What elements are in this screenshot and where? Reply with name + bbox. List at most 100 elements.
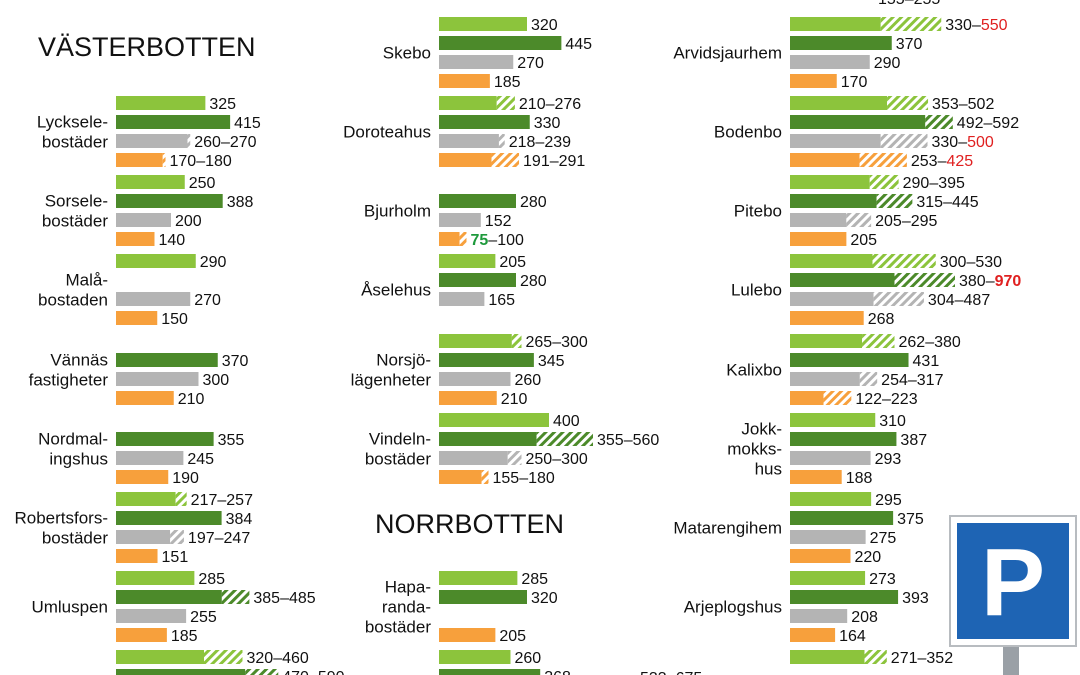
value-label: 384 — [226, 511, 253, 528]
company-name-line: fastigheter — [29, 371, 109, 390]
bar-series-4 — [439, 470, 482, 484]
bar-series-1 — [439, 334, 512, 348]
value-label: 253–425 — [911, 153, 973, 170]
bar-range-series-1 — [864, 650, 887, 664]
value-label: 393 — [902, 590, 929, 607]
bar-series-3 — [116, 609, 187, 623]
bar-series-3 — [790, 451, 871, 465]
company-name-line: Åselehus — [361, 281, 431, 300]
value-label: 205 — [499, 628, 526, 645]
company-vindelnbostader: Vindeln-bostäder 400 355–560 250–300 155–180 — [365, 413, 659, 487]
value-label: 170–180 — [170, 153, 232, 170]
parking-sign: P — [949, 515, 1077, 675]
partial-value-label: 533–675 — [640, 670, 702, 675]
company-lyckselebostader: Lycksele-bostäder 325 415 260–270 170–180 — [37, 96, 261, 170]
bar-range-series-3 — [846, 213, 872, 227]
bar-series-4 — [439, 74, 490, 88]
value-label: 151 — [162, 549, 189, 566]
value-label: 208 — [851, 609, 878, 626]
bar-range-series-1 — [880, 17, 942, 31]
bar-series-1 — [439, 650, 511, 664]
company-name-line: bostäder — [365, 618, 431, 637]
bar-series-1 — [790, 175, 870, 189]
bar-range-series-1 — [175, 492, 187, 506]
value-label: 304–487 — [928, 292, 990, 309]
bar-range-series-3 — [859, 372, 878, 386]
value-label: 218–239 — [509, 134, 571, 151]
value-label: 380–970 — [959, 273, 1021, 290]
company-skebo: Skebo 320 445 270 185 — [383, 17, 592, 91]
bar-series-2 — [439, 590, 527, 604]
value-label: 370 — [896, 36, 923, 53]
bar-series-1 — [116, 254, 196, 268]
value-label: 260–270 — [194, 134, 256, 151]
bar-range-series-4 — [459, 232, 467, 246]
value-label: 330 — [534, 115, 561, 132]
value-label: 250–300 — [526, 451, 588, 468]
company-kalixbo: Kalixbo 262–380 431 254–317 122–223 — [726, 334, 961, 408]
company-name-line: Vindeln- — [369, 430, 431, 449]
value-label: 353–502 — [932, 96, 994, 113]
bar-range-series-4 — [859, 153, 907, 167]
value-label: 270 — [517, 55, 544, 72]
value-label: 210 — [501, 391, 528, 408]
value-label: 205 — [850, 232, 877, 249]
bar-series-2 — [439, 194, 516, 208]
bar-range-series-4 — [823, 391, 852, 405]
bar-series-2 — [116, 590, 222, 604]
company-lulebo: Lulebo 300–530 380–970 304–487 268 — [731, 254, 1021, 328]
bar-series-2 — [116, 194, 223, 208]
bar-series-3 — [116, 213, 171, 227]
bar-range-series-1 — [862, 334, 895, 348]
company-malabostaden: Malå-bostaden 290 270 150 — [38, 254, 227, 328]
bar-series-2 — [116, 511, 222, 525]
value-label: 271–352 — [891, 650, 953, 667]
bar-series-2 — [790, 511, 894, 525]
bar-range-series-2 — [925, 115, 953, 129]
bars-layer: Lycksele-bostäder 325 415 260–270 170–180 Sor… — [14, 0, 1021, 675]
bar-series-4 — [790, 311, 864, 325]
value-label: 122–223 — [855, 391, 917, 408]
value-label: 155–180 — [493, 470, 555, 487]
value-label: 205–295 — [875, 213, 937, 230]
sign-pole — [1003, 640, 1019, 675]
value-label: 310 — [879, 413, 906, 430]
bar-range-series-3 — [507, 451, 522, 465]
bar-series-1 — [439, 413, 549, 427]
value-label: 245 — [187, 451, 214, 468]
bar-series-4 — [790, 628, 836, 642]
value-label: 431 — [913, 353, 940, 370]
bar-series-2 — [790, 273, 895, 287]
bar-series-3 — [790, 372, 860, 386]
company-name-line: bostäder — [42, 212, 108, 231]
bar-series-2 — [439, 669, 541, 675]
value-label: 320 — [531, 590, 558, 607]
company-name-line: Jokk- — [741, 420, 782, 439]
value-label: 164 — [839, 628, 866, 645]
company-name-line: Matarengihem — [673, 519, 782, 538]
bar-series-2 — [116, 115, 231, 129]
sign-letter: P — [981, 529, 1045, 636]
value-label: 375 — [897, 511, 924, 528]
value-label: 330–550 — [945, 17, 1007, 34]
company-bodenbo: Bodenbo 353–502 492–592 330–500 253–425 — [714, 96, 1019, 170]
value-label: 290 — [874, 55, 901, 72]
value-label: 300–530 — [940, 254, 1002, 271]
bar-range-series-3 — [187, 134, 191, 148]
bar-series-4 — [116, 232, 155, 246]
company-bostaden: Bostaden320–460470–590 — [116, 650, 345, 675]
value-label: 260 — [515, 650, 542, 667]
value-label: 470–590 — [282, 669, 344, 675]
bar-series-4 — [790, 232, 847, 246]
company-sorselebostader: Sorsele-bostäder 250 388 200 140 — [42, 175, 253, 249]
bar-series-2 — [439, 432, 537, 446]
value-label: 250 — [189, 175, 216, 192]
company-name-line: Lulebo — [731, 281, 782, 300]
value-label: 345 — [538, 353, 565, 370]
bar-series-4 — [790, 391, 824, 405]
value-label: 285 — [521, 571, 548, 588]
value-label: 200 — [175, 213, 202, 230]
